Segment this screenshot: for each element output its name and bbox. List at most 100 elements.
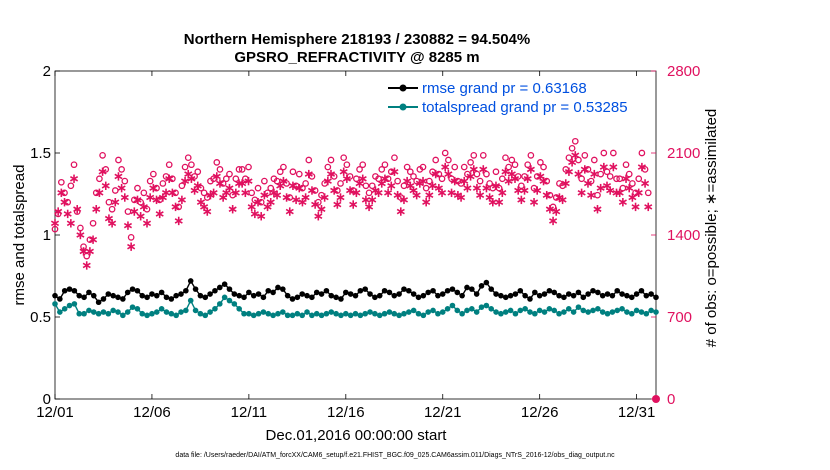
asterisk-stroke <box>241 190 250 196</box>
asterisk-stroke <box>89 236 98 243</box>
asterisk-stroke <box>596 185 605 191</box>
obs-possible-point <box>492 168 500 176</box>
rmse-point <box>391 292 398 299</box>
obs-assimilated-point <box>637 162 646 172</box>
asterisk-stroke <box>184 171 193 177</box>
asterisk-stroke <box>606 187 615 194</box>
totalspread-point <box>95 310 102 317</box>
totalspread-point <box>464 307 470 314</box>
totalspread-point <box>299 312 305 319</box>
obs-assimilated-point <box>644 202 653 212</box>
obs-assimilated-point <box>260 190 269 200</box>
asterisk-stroke <box>244 178 253 184</box>
totalspread-point <box>105 310 112 317</box>
totalspread-point <box>304 309 310 315</box>
rmse-point <box>289 296 296 302</box>
asterisk-stroke <box>472 185 481 191</box>
totalspread-point <box>149 310 155 317</box>
asterisk-stroke <box>587 192 596 198</box>
totalspread-point <box>275 310 281 317</box>
asterisk-stroke <box>301 194 310 201</box>
obs-possible-point <box>159 180 167 187</box>
asterisk-stroke <box>253 199 263 205</box>
legend-rmse-label: rmse grand pr = 0.63168 <box>422 80 587 97</box>
asterisk-stroke <box>434 185 443 191</box>
rmse-point <box>430 287 436 294</box>
asterisk-stroke <box>631 204 640 210</box>
obs-assimilated-point <box>323 176 332 186</box>
rmse-point <box>212 287 218 294</box>
obs-assimilated-point <box>228 205 237 214</box>
obs-possible-point <box>324 163 332 171</box>
asterisk-stroke <box>177 197 186 203</box>
totalspread-point <box>120 312 126 319</box>
obs-assimilated-point <box>358 174 367 183</box>
rmse-point <box>473 291 480 297</box>
obs-assimilated-point <box>123 221 133 230</box>
totalspread-point <box>57 309 63 315</box>
obs-assimilated-point <box>89 235 98 244</box>
rmse-point <box>628 294 635 301</box>
obs-assimilated-point <box>82 261 91 270</box>
totalspread-point <box>551 307 558 314</box>
obs-possible-point <box>479 151 487 159</box>
rmse-point <box>173 292 179 299</box>
rmse-point <box>134 287 141 294</box>
rmse-point <box>410 291 417 297</box>
asterisk-stroke <box>165 175 174 182</box>
asterisk-stroke <box>634 190 643 196</box>
y2-tick-label: 2100 <box>667 145 700 162</box>
asterisk-stroke <box>425 192 434 198</box>
rmse-point <box>546 287 553 294</box>
asterisk-stroke <box>469 166 478 173</box>
asterisk-stroke <box>73 206 82 213</box>
obs-assimilated-point <box>330 186 339 195</box>
rmse-point <box>633 291 640 297</box>
rmse-point <box>551 289 558 296</box>
series-rmse <box>52 278 659 306</box>
obs-possible-point <box>508 156 516 164</box>
rmse-point <box>376 292 383 299</box>
obs-assimilated-point <box>130 207 139 216</box>
rmse-point <box>517 287 524 294</box>
rmse-point <box>76 292 83 299</box>
rmse-point <box>231 291 238 297</box>
rmse-point <box>454 289 461 296</box>
obs-possible-point <box>77 224 84 232</box>
obs-assimilated-point <box>127 242 136 251</box>
rmse-point <box>309 294 315 301</box>
obs-possible-point <box>470 151 478 159</box>
obs-assimilated-point <box>501 167 510 176</box>
rmse-point <box>575 289 582 296</box>
rmse-point <box>570 292 577 299</box>
asterisk-stroke <box>133 197 142 203</box>
rmse-point <box>265 287 272 294</box>
obs-possible-point <box>261 177 268 185</box>
obs-possible-point <box>445 156 452 164</box>
asterisk-stroke <box>63 211 72 217</box>
obs-possible-point <box>105 198 113 206</box>
asterisk-stroke <box>574 171 583 177</box>
obs-possible-point <box>188 161 195 169</box>
asterisk-stroke <box>285 208 294 215</box>
obs-possible-point <box>108 205 116 213</box>
asterisk-stroke <box>339 168 348 175</box>
rmse-point <box>367 291 373 297</box>
asterisk-stroke <box>76 232 85 238</box>
totalspread-point <box>614 307 621 314</box>
x-tick-label: 12/01 <box>36 404 74 421</box>
rmse-point <box>323 287 330 294</box>
totalspread-point <box>139 310 146 317</box>
obs-assimilated-point <box>615 188 624 198</box>
obs-assimilated-point <box>247 202 256 212</box>
asterisk-stroke <box>92 206 101 213</box>
asterisk-stroke <box>295 185 304 191</box>
asterisk-stroke <box>250 211 259 217</box>
asterisk-stroke <box>387 183 396 189</box>
obs-assimilated-point <box>152 195 161 205</box>
rmse-point <box>386 289 393 296</box>
obs-possible-point <box>340 154 348 162</box>
obs-possible-point <box>419 163 427 171</box>
y2-tick-label: 2800 <box>667 63 700 80</box>
